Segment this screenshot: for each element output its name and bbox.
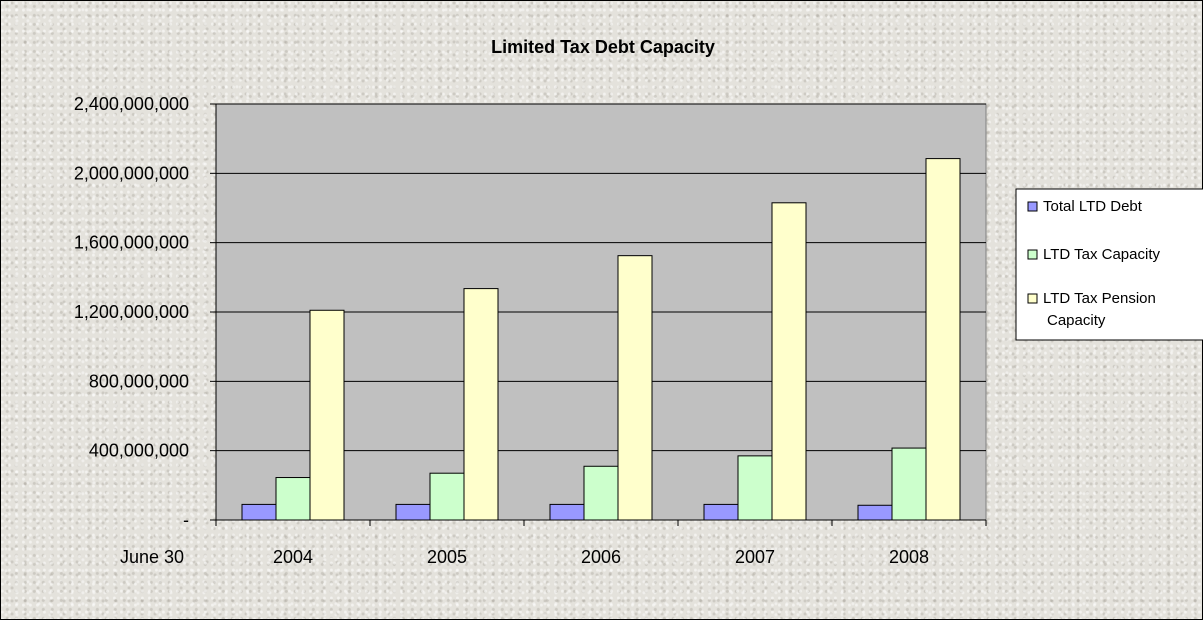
legend-swatch — [1027, 201, 1038, 212]
bar — [395, 503, 431, 521]
bars — [241, 158, 961, 521]
bar — [463, 288, 499, 521]
bar — [857, 504, 893, 521]
x-tick-label: 2005 — [427, 547, 467, 567]
bar — [925, 158, 961, 521]
legend-label: LTD Tax Pension Capacity — [1043, 290, 1156, 329]
legend-label: Total LTD Debt — [1043, 198, 1143, 215]
x-tick-label: 2006 — [581, 547, 621, 567]
y-tick-label: - — [183, 510, 189, 530]
x-tick-label: 2004 — [273, 547, 313, 567]
legend-label: LTD Tax Capacity — [1043, 246, 1160, 263]
bar — [549, 503, 585, 521]
bar — [737, 455, 773, 521]
x-axis-label: June 30 — [120, 547, 184, 567]
y-tick-label: 1,600,000,000 — [74, 233, 189, 253]
bar — [429, 472, 465, 521]
y-tick-label: 400,000,000 — [89, 441, 189, 461]
y-tick-label: 2,400,000,000 — [74, 94, 189, 114]
bar — [771, 202, 807, 521]
bar — [891, 447, 927, 521]
x-tick-label: 2007 — [735, 547, 775, 567]
legend: Total LTD Debt LTD Tax Capacity LTD Tax Pe… — [1015, 188, 1203, 341]
legend-swatch — [1027, 249, 1038, 260]
bar — [309, 309, 345, 521]
bar — [703, 503, 739, 521]
legend-box — [1015, 188, 1203, 341]
bar — [617, 255, 653, 521]
axes — [210, 103, 987, 526]
y-tick-label: 1,200,000,000 — [74, 302, 189, 322]
bar — [583, 465, 619, 521]
x-tick-label: 2008 — [889, 547, 929, 567]
bar — [241, 503, 277, 521]
y-tick-labels: - 400,000,000 800,000,000 1,200,000,000 1,60… — [74, 94, 189, 530]
y-tick-label: 800,000,000 — [89, 371, 189, 391]
y-tick-label: 2,000,000,000 — [74, 163, 189, 183]
x-tick-labels: 2004 2005 2006 2007 2008 — [273, 547, 929, 567]
legend-swatch — [1027, 293, 1038, 304]
bar — [275, 477, 311, 521]
chart-title: Limited Tax Debt Capacity — [491, 37, 715, 57]
